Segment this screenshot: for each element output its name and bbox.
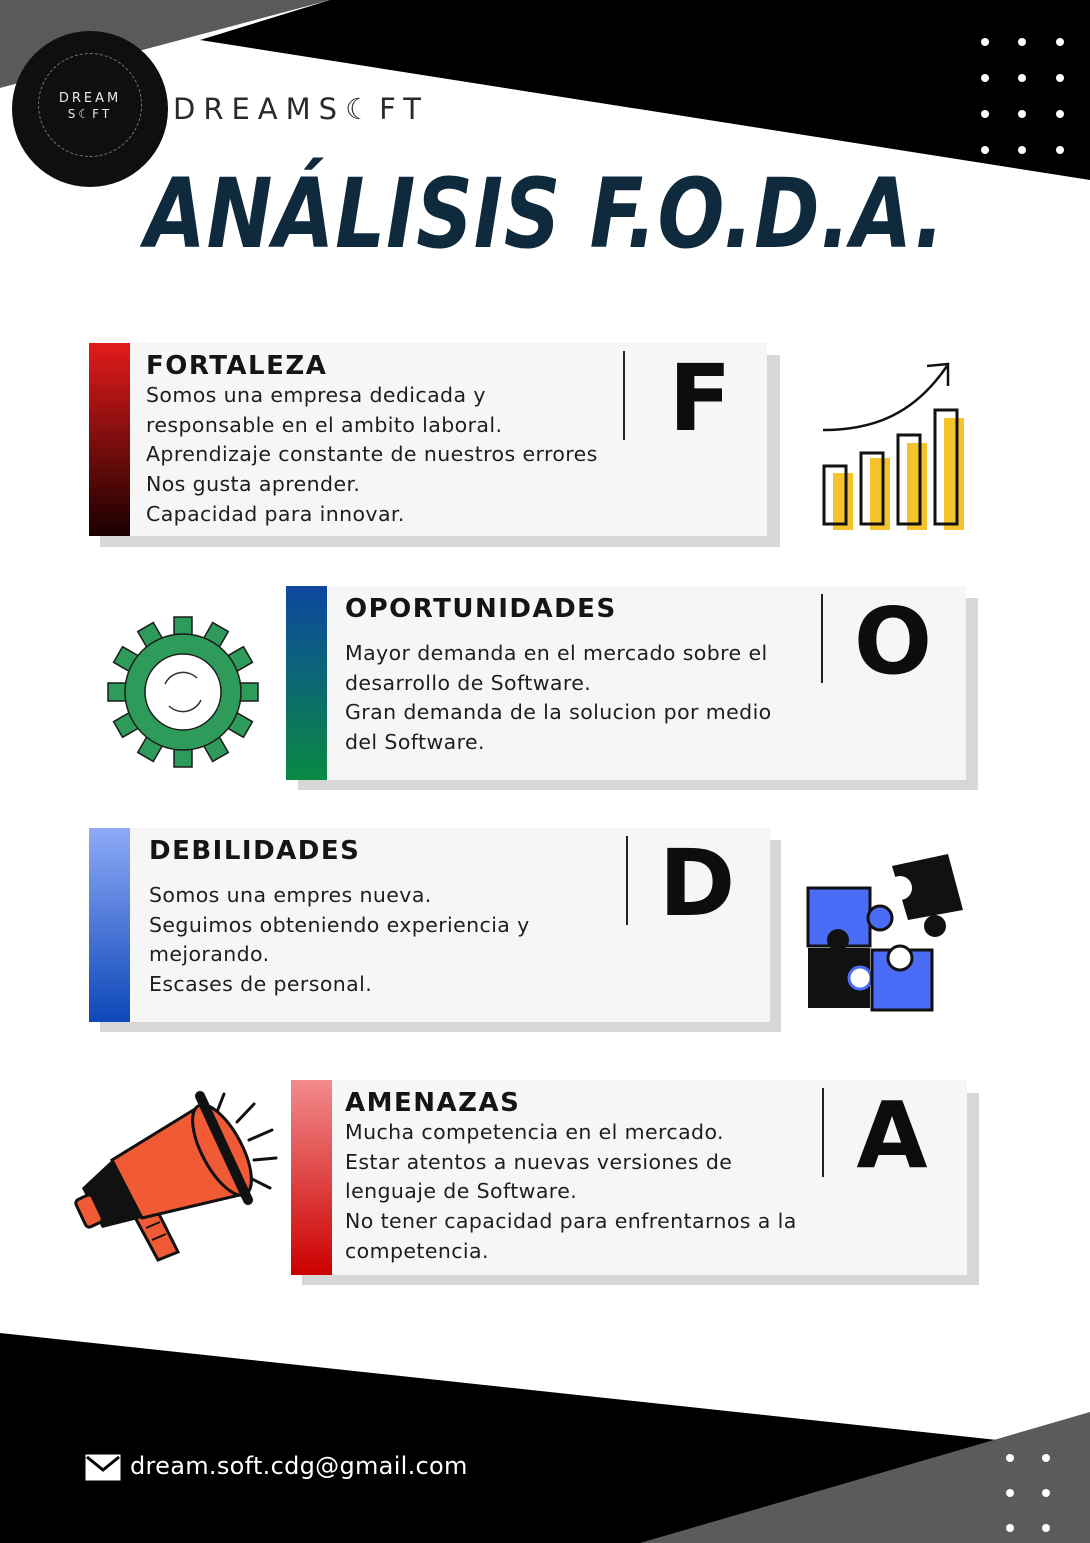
- body-line: del Software.: [345, 730, 485, 755]
- section-body: Mayor demanda en el mercado sobre el des…: [345, 639, 772, 758]
- body-line: desarrollo de Software.: [345, 670, 592, 695]
- accent-bar: [89, 343, 130, 536]
- body-line: Aprendizaje constante de nuestros errore…: [146, 442, 598, 467]
- section-title: OPORTUNIDADES: [345, 594, 617, 624]
- body-line: No tener capacidad para enfrentarnos a l…: [345, 1209, 797, 1234]
- section-letter: D: [658, 830, 736, 937]
- body-line: Nos gusta aprender.: [146, 472, 361, 497]
- section-letter: F: [668, 345, 732, 452]
- section-body: Somos una empresa dedicada y responsable…: [146, 381, 598, 530]
- brand-name: DREAMS☾FT: [173, 92, 429, 126]
- body-line: Capacidad para innovar.: [146, 501, 405, 526]
- body-line: mejorando.: [149, 942, 270, 967]
- accent-bar: [286, 586, 327, 780]
- megaphone-icon: [74, 1091, 278, 1262]
- bar-chart-growth-icon: [822, 362, 964, 530]
- card-oportunidades: OPORTUNIDADES Mayor demanda en el mercad…: [286, 586, 966, 780]
- logo-text-bottom: S☾FT: [67, 107, 113, 121]
- section-letter: A: [856, 1082, 928, 1189]
- section-title: FORTALEZA: [146, 351, 328, 381]
- body-line: responsable en el ambito laboral.: [146, 412, 503, 437]
- body-line: Gran demanda de la solucion por medio: [345, 700, 772, 725]
- contact-email[interactable]: dream.soft.cdg@gmail.com: [130, 1452, 468, 1480]
- body-line: Estar atentos a nuevas versiones de: [345, 1149, 733, 1174]
- divider: [626, 836, 628, 925]
- accent-bar: [89, 828, 130, 1022]
- divider: [821, 594, 823, 683]
- body-line: lenguaje de Software.: [345, 1179, 578, 1204]
- logo-text-top: DREAM: [58, 91, 122, 106]
- mail-icon: [85, 1454, 121, 1481]
- body-line: competencia.: [345, 1238, 489, 1263]
- section-body: Somos una empres nueva. Seguimos obtenie…: [149, 881, 530, 1000]
- page-title: ANÁLISIS F.O.D.A.: [144, 158, 946, 270]
- body-line: Somos una empres nueva.: [149, 883, 432, 907]
- section-letter: O: [853, 588, 933, 695]
- card-amenazas: AMENAZAS Mucha competencia en el mercado…: [291, 1080, 967, 1275]
- dot-grid-top: [981, 38, 1064, 154]
- accent-bar: [291, 1080, 332, 1275]
- divider: [623, 351, 625, 440]
- section-title: DEBILIDADES: [149, 836, 361, 866]
- logo: DREAM S☾FT: [12, 31, 168, 187]
- divider: [822, 1088, 824, 1177]
- puzzle-pieces-icon: [806, 854, 963, 1012]
- card-fortaleza: FORTALEZA Somos una empresa dedicada y r…: [89, 343, 767, 536]
- body-line: Somos una empresa dedicada y: [146, 383, 486, 407]
- card-debilidades: DEBILIDADES Somos una empres nueva. Segu…: [89, 828, 770, 1022]
- body-line: Mucha competencia en el mercado.: [345, 1120, 724, 1144]
- section-title: AMENAZAS: [345, 1088, 521, 1118]
- gear-icon: [107, 616, 259, 768]
- body-line: Mayor demanda en el mercado sobre el: [345, 641, 768, 665]
- body-line: Seguimos obteniendo experiencia y: [149, 912, 530, 937]
- dot-grid-bottom: [1006, 1454, 1050, 1532]
- body-line: Escases de personal.: [149, 972, 373, 997]
- section-body: Mucha competencia en el mercado. Estar a…: [345, 1118, 797, 1267]
